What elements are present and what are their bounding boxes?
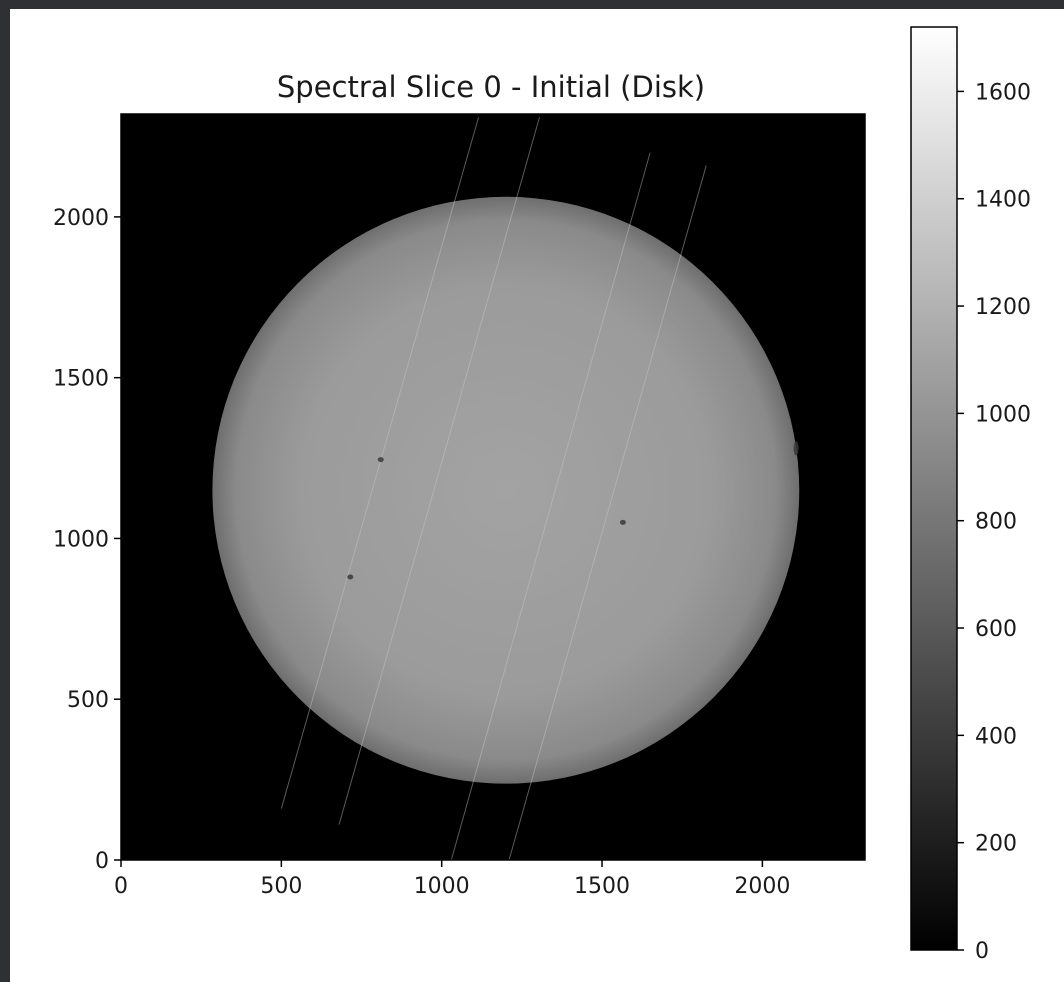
sunspot-3: [377, 457, 384, 463]
colorbar: [910, 26, 958, 951]
x-tick-label: 0: [114, 874, 128, 899]
image-area: [121, 114, 865, 860]
sunspot-0: [619, 519, 626, 525]
y-tick-label: 2000: [53, 206, 109, 231]
x-tick-label: 1000: [414, 874, 470, 899]
colorbar-tick-label: 600: [975, 617, 1017, 642]
x-axis: 0 500 1000 1500 2000: [114, 860, 790, 899]
colorbar-tick-label: 200: [975, 832, 1017, 857]
sunspots-layer: [347, 441, 799, 580]
colorbar-tick-label: 400: [975, 724, 1017, 749]
colorbar-axis: 0 200 400 600 800 1000 1200 1400 1600: [957, 80, 1031, 964]
y-tick-label: 500: [67, 688, 109, 713]
y-axis: 0 500 1000 1500 2000: [53, 206, 121, 874]
streak-line-3: [508, 165, 707, 860]
streak-line-2: [450, 152, 651, 860]
y-tick-label: 1000: [53, 527, 109, 552]
x-tick-label: 2000: [734, 874, 790, 899]
y-tick-label: 1500: [53, 367, 109, 392]
streaks-layer: [280, 117, 707, 860]
colorbar-tick-label: 0: [975, 939, 989, 964]
y-tick-label: 0: [95, 849, 109, 874]
colorbar-tick-label: 1600: [975, 80, 1031, 105]
axes-frame: [120, 113, 866, 861]
solar-disk: [212, 196, 800, 784]
colorbar-tick-label: 1000: [975, 402, 1031, 427]
sunspot-1: [793, 441, 799, 456]
sunspot-2: [347, 574, 354, 580]
colorbar-tick-label: 800: [975, 510, 1017, 535]
x-tick-label: 500: [260, 874, 302, 899]
streak-line-1: [338, 117, 540, 825]
colorbar-tick-label: 1400: [975, 188, 1031, 213]
colorbar-tick-label: 1200: [975, 295, 1031, 320]
streak-line-0: [280, 117, 480, 809]
chart-title: Spectral Slice 0 - Initial (Disk): [277, 70, 705, 104]
x-tick-label: 1500: [574, 874, 630, 899]
